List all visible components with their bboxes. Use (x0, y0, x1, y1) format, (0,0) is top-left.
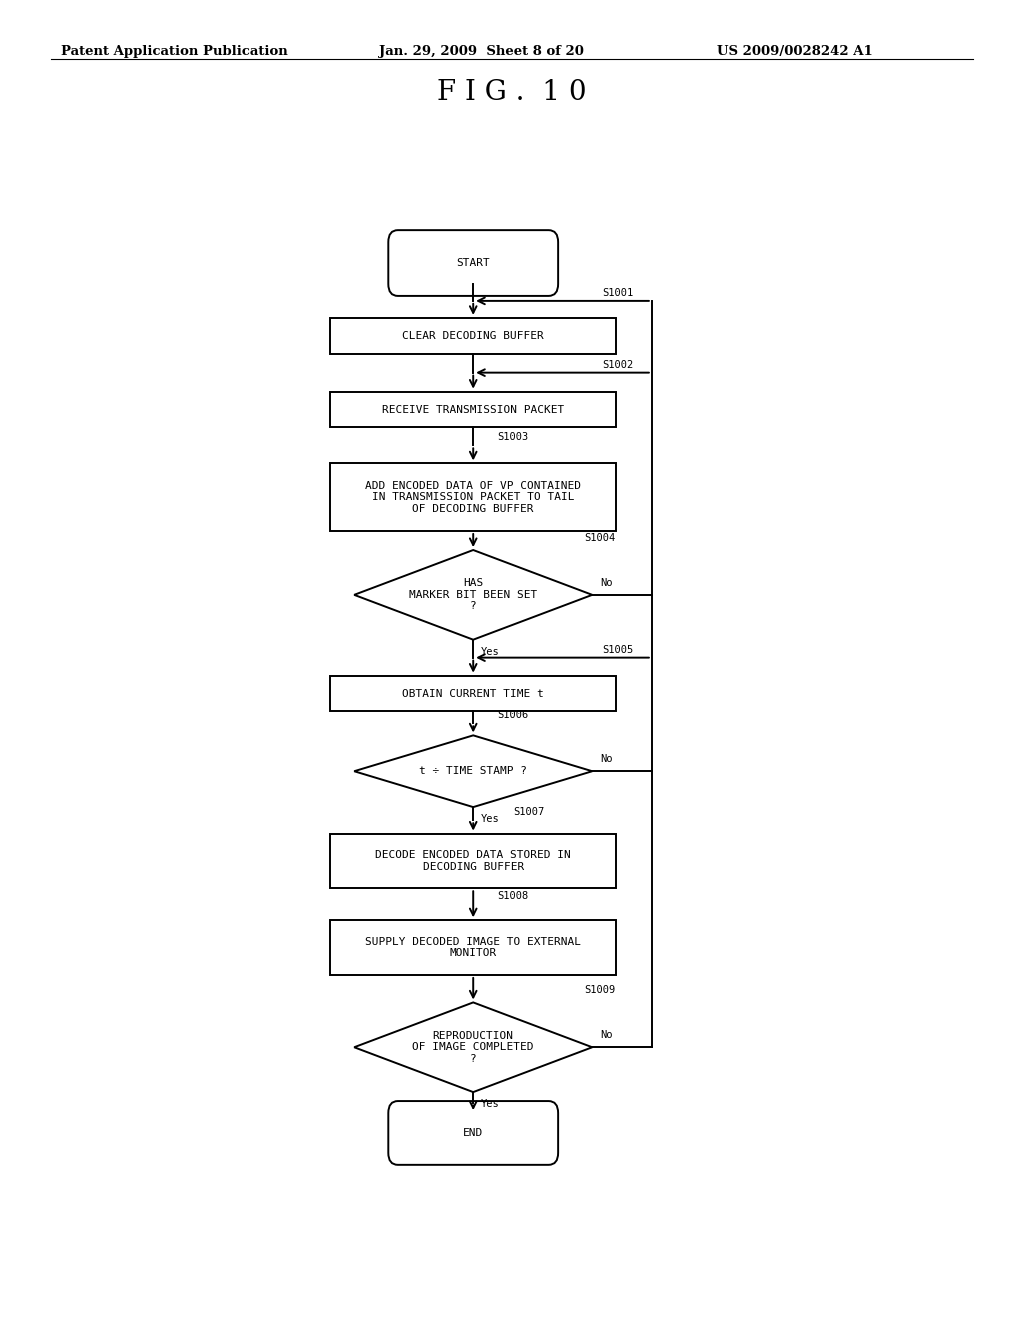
Bar (331, 920, 616, 975)
FancyBboxPatch shape (388, 1101, 558, 1164)
Text: No: No (600, 578, 612, 587)
Text: Yes: Yes (481, 1100, 500, 1109)
Text: S1009: S1009 (585, 986, 615, 995)
Text: S1007: S1007 (513, 808, 544, 817)
Bar (331, 833, 616, 888)
Text: t ÷ TIME STAMP ?: t ÷ TIME STAMP ? (419, 766, 527, 776)
Text: Yes: Yes (481, 647, 500, 656)
Text: OBTAIN CURRENT TIME t: OBTAIN CURRENT TIME t (402, 689, 544, 698)
Text: CLEAR DECODING BUFFER: CLEAR DECODING BUFFER (402, 331, 544, 341)
Polygon shape (354, 1002, 592, 1092)
Text: HAS
MARKER BIT BEEN SET
?: HAS MARKER BIT BEEN SET ? (410, 578, 538, 611)
Text: Jan. 29, 2009  Sheet 8 of 20: Jan. 29, 2009 Sheet 8 of 20 (379, 45, 584, 58)
Text: Patent Application Publication: Patent Application Publication (61, 45, 288, 58)
Polygon shape (354, 550, 592, 640)
Text: S1006: S1006 (497, 710, 528, 721)
Text: END: END (463, 1129, 483, 1138)
Text: Yes: Yes (481, 814, 500, 824)
Text: S1001: S1001 (602, 288, 634, 298)
Text: ADD ENCODED DATA OF VP CONTAINED
IN TRANSMISSION PACKET TO TAIL
OF DECODING BUFF: ADD ENCODED DATA OF VP CONTAINED IN TRAN… (366, 480, 582, 513)
Bar (331, 318, 616, 354)
Text: F I G .  1 0: F I G . 1 0 (437, 79, 587, 106)
Text: DECODE ENCODED DATA STORED IN
DECODING BUFFER: DECODE ENCODED DATA STORED IN DECODING B… (376, 850, 571, 871)
Text: SUPPLY DECODED IMAGE TO EXTERNAL
MONITOR: SUPPLY DECODED IMAGE TO EXTERNAL MONITOR (366, 937, 582, 958)
Text: S1005: S1005 (602, 644, 634, 655)
Text: S1004: S1004 (585, 533, 615, 543)
Text: US 2009/0028242 A1: US 2009/0028242 A1 (717, 45, 872, 58)
Text: REPRODUCTION
OF IMAGE COMPLETED
?: REPRODUCTION OF IMAGE COMPLETED ? (413, 1031, 534, 1064)
Text: S1003: S1003 (497, 433, 528, 442)
Polygon shape (354, 735, 592, 807)
Text: No: No (600, 1031, 612, 1040)
Text: S1008: S1008 (497, 891, 528, 902)
FancyBboxPatch shape (388, 230, 558, 296)
Bar (331, 463, 616, 531)
Text: RECEIVE TRANSMISSION PACKET: RECEIVE TRANSMISSION PACKET (382, 404, 564, 414)
Text: S1002: S1002 (602, 359, 634, 370)
Text: No: No (600, 754, 612, 764)
Bar (331, 392, 616, 428)
Text: START: START (457, 257, 490, 268)
Bar (331, 676, 616, 711)
